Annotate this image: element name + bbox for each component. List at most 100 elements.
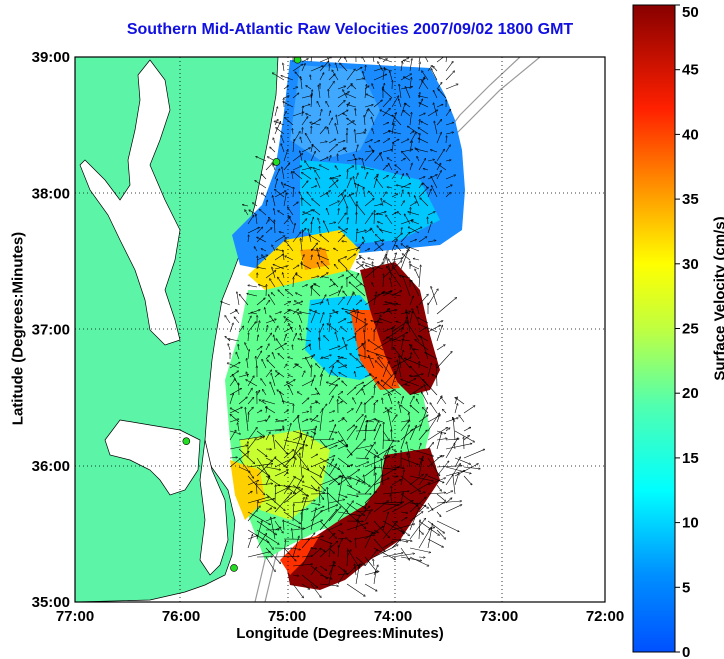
velocity-arrow [265,344,269,351]
velocity-arrow [422,80,429,90]
velocity-arrow [292,64,303,72]
velocity-arrow [355,382,364,387]
velocity-arrow [230,408,240,414]
velocity-arrow [400,103,405,117]
velocity-arrow [407,126,420,135]
velocity-arrow [423,380,438,396]
velocity-arrow [313,210,321,216]
velocity-arrow [319,374,322,387]
velocity-arrow [337,457,350,467]
velocity-arrow [328,312,338,315]
velocity-arrow [227,363,240,369]
velocity-arrow [328,180,338,189]
velocity-arrow [328,459,334,468]
velocity-arrow [418,177,425,180]
velocity-arrow [346,583,365,596]
velocity-arrow [346,409,353,414]
velocity-arrow [346,523,368,531]
velocity-arrow [418,128,429,135]
velocity-arrow [256,227,263,234]
velocity-arrow [387,187,393,188]
velocity-arrow [274,220,275,234]
velocity-arrow [343,337,348,351]
colorbar-tick-label: 10 [682,515,699,532]
velocity-arrow [238,437,262,441]
velocity-arrow [273,196,276,207]
velocity-arrow [436,149,445,162]
velocity-arrow [382,520,404,533]
velocity-arrow [382,502,404,503]
velocity-arrow [409,475,433,481]
velocity-arrow [433,66,438,72]
velocity-arrow [364,115,365,126]
velocity-arrow [374,386,375,396]
velocity-arrow [363,237,366,243]
velocity-arrow [400,220,413,225]
velocity-arrow [357,205,366,216]
velocity-arrow [310,375,315,387]
velocity-arrow [364,425,366,432]
velocity-arrow [373,501,389,513]
velocity-arrow [292,172,294,180]
velocity-arrow [365,65,366,72]
velocity-arrow [265,476,270,486]
velocity-arrow [463,435,469,441]
velocity-arrow [302,198,312,207]
velocity-arrow [406,310,411,333]
velocity-arrow [337,195,346,207]
velocity-arrow [353,177,357,189]
velocity-arrow [238,344,239,351]
velocity-arrow [289,385,294,396]
velocity-arrow [328,384,337,396]
velocity-arrow [423,169,429,170]
velocity-arrow [283,250,285,261]
velocity-arrow [296,293,303,297]
velocity-arrow [310,415,318,423]
velocity-arrow [274,548,292,549]
velocity-arrow [256,499,275,504]
velocity-arrow [401,228,402,234]
velocity-arrow [355,132,365,135]
velocity-arrow [405,87,411,99]
velocity-arrow [300,151,303,162]
velocity-arrow [364,291,385,306]
velocity-arrow [328,445,337,450]
velocity-arrow [238,457,254,478]
velocity-arrow [229,393,233,405]
velocity-arrow [421,392,429,405]
velocity-arrow [292,265,299,270]
velocity-arrow [454,404,458,414]
velocity-arrow [266,200,267,207]
x-tick-label: 73:00 [480,608,518,625]
velocity-arrow [418,113,425,117]
velocity-arrow [239,294,249,306]
velocity-arrow [382,123,389,126]
velocity-arrow [326,208,330,216]
velocity-arrow [339,227,348,234]
velocity-arrow [238,397,247,405]
velocity-arrow [346,159,361,162]
velocity-arrow [422,71,429,81]
velocity-arrow [312,199,321,207]
velocity-arrow [300,137,303,144]
velocity-arrow [283,334,286,342]
velocity-arrow [409,518,426,540]
velocity-arrow [247,397,254,405]
velocity-arrow [335,123,339,135]
velocity-arrow [331,178,339,189]
velocity-arrow [229,457,237,458]
velocity-arrow [400,396,403,405]
velocity-arrow [373,473,376,495]
velocity-arrow [307,192,312,198]
velocity-arrow [362,389,366,396]
velocity-arrow [355,67,362,72]
velocity-arrow [445,71,455,81]
velocity-arrow [274,312,281,315]
velocity-arrow [407,453,411,468]
velocity-arrow [409,77,411,90]
velocity-arrow [272,267,276,279]
velocity-arrow [247,376,254,387]
velocity-arrow [355,502,366,508]
velocity-arrow [419,119,420,126]
velocity-arrow [310,439,334,441]
